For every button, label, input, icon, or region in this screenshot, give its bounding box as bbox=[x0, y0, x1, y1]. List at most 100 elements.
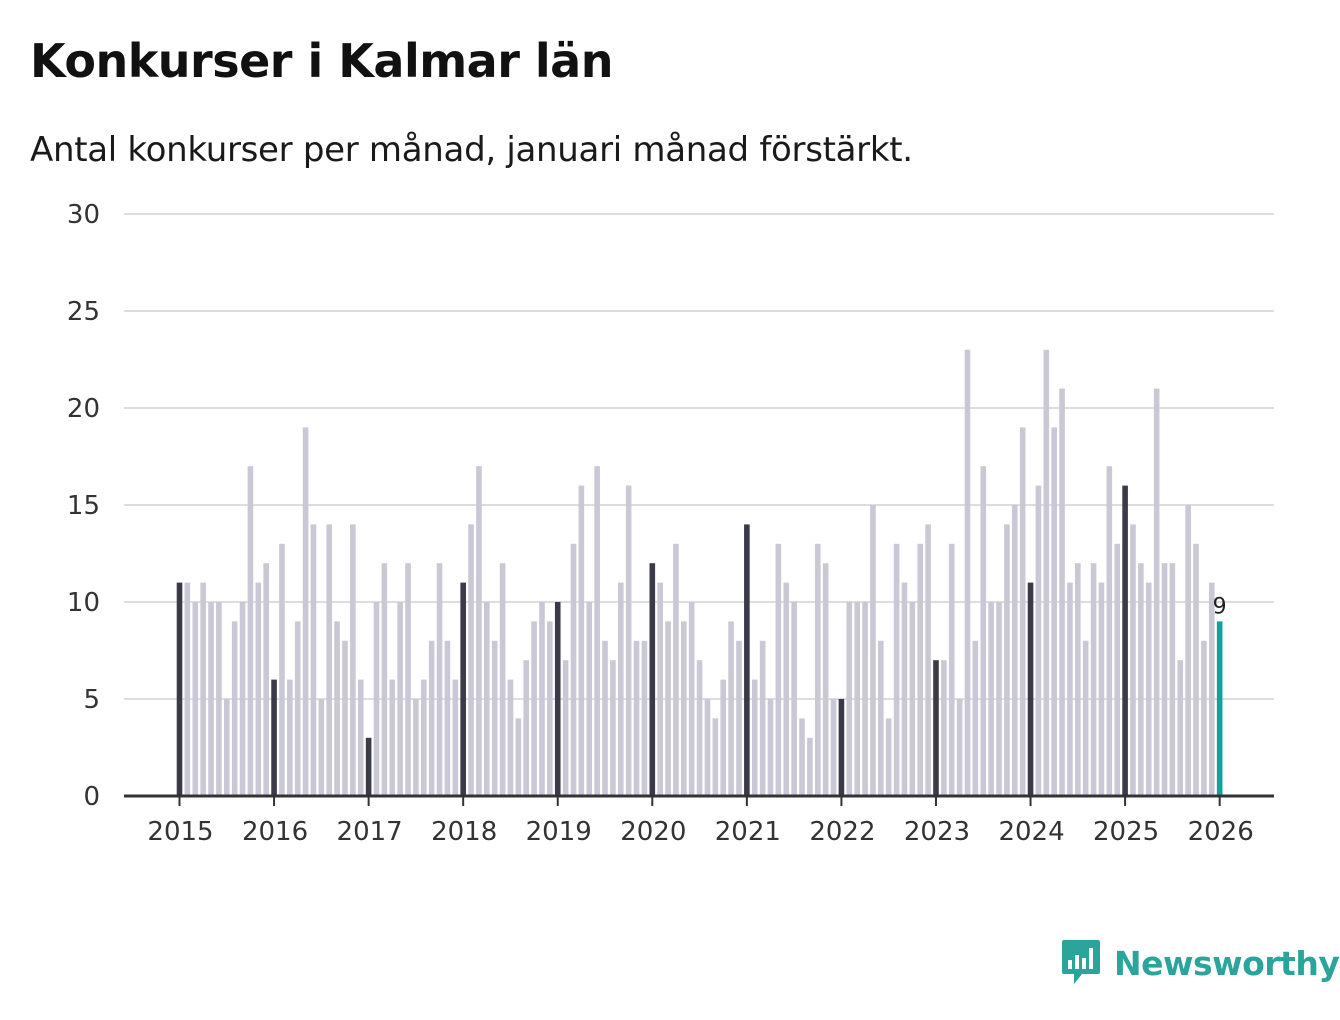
bar[interactable] bbox=[1208, 582, 1215, 796]
bar[interactable] bbox=[1082, 640, 1089, 796]
bar[interactable] bbox=[1075, 563, 1081, 796]
bar[interactable] bbox=[1106, 466, 1113, 796]
bar[interactable] bbox=[484, 602, 490, 796]
bar[interactable] bbox=[420, 679, 427, 796]
bar[interactable] bbox=[326, 524, 333, 796]
bar[interactable] bbox=[1067, 582, 1073, 796]
bar[interactable] bbox=[271, 679, 277, 796]
bar[interactable] bbox=[909, 602, 916, 796]
bar[interactable] bbox=[751, 679, 758, 796]
bar[interactable] bbox=[736, 640, 742, 796]
bar[interactable] bbox=[578, 485, 585, 796]
bar[interactable] bbox=[759, 640, 766, 796]
bar[interactable] bbox=[649, 563, 656, 796]
bar[interactable] bbox=[1161, 563, 1168, 796]
bar[interactable] bbox=[696, 660, 703, 796]
bar[interactable] bbox=[783, 582, 790, 796]
bar[interactable] bbox=[744, 524, 750, 796]
bar[interactable] bbox=[279, 543, 285, 796]
bar[interactable] bbox=[436, 563, 443, 796]
bar[interactable] bbox=[980, 466, 987, 796]
bar[interactable] bbox=[996, 602, 1002, 796]
bar[interactable] bbox=[357, 679, 364, 796]
bar[interactable] bbox=[1027, 582, 1034, 796]
brand-logo[interactable]: Newsworthy bbox=[1060, 938, 1340, 988]
bar[interactable] bbox=[192, 602, 199, 796]
bar[interactable] bbox=[539, 602, 545, 796]
bar[interactable] bbox=[570, 543, 577, 796]
bar[interactable] bbox=[523, 660, 530, 796]
bar[interactable] bbox=[594, 466, 600, 796]
bar[interactable] bbox=[413, 699, 419, 796]
bar[interactable] bbox=[223, 699, 230, 796]
bar[interactable] bbox=[948, 543, 955, 796]
bar[interactable] bbox=[775, 543, 782, 796]
bar[interactable] bbox=[216, 602, 222, 796]
bar[interactable] bbox=[712, 718, 719, 796]
bar[interactable] bbox=[1114, 543, 1121, 796]
bar[interactable] bbox=[657, 582, 663, 796]
bar[interactable] bbox=[531, 621, 537, 796]
bar[interactable] bbox=[365, 737, 372, 796]
bar[interactable] bbox=[491, 640, 498, 796]
bar[interactable] bbox=[1145, 582, 1152, 796]
bar[interactable] bbox=[791, 602, 797, 796]
bar[interactable] bbox=[239, 602, 246, 796]
bar[interactable] bbox=[263, 563, 269, 796]
bar[interactable] bbox=[287, 679, 293, 796]
bar[interactable] bbox=[507, 679, 514, 796]
bar[interactable] bbox=[704, 699, 711, 796]
bar[interactable] bbox=[1051, 427, 1057, 796]
bar[interactable] bbox=[334, 621, 340, 796]
bar[interactable] bbox=[862, 602, 868, 796]
bar[interactable] bbox=[720, 679, 727, 796]
bar[interactable] bbox=[838, 699, 845, 796]
bar[interactable] bbox=[444, 640, 451, 796]
bar[interactable] bbox=[633, 640, 640, 796]
bar[interactable] bbox=[200, 582, 206, 796]
bar[interactable] bbox=[255, 582, 262, 796]
bar[interactable] bbox=[673, 543, 679, 796]
bar[interactable] bbox=[302, 427, 309, 796]
bar[interactable] bbox=[933, 660, 939, 796]
bar[interactable] bbox=[562, 660, 569, 796]
bar[interactable] bbox=[972, 640, 979, 796]
bar[interactable] bbox=[1185, 505, 1191, 796]
bar[interactable] bbox=[515, 718, 522, 796]
bar[interactable] bbox=[1098, 582, 1105, 796]
bar[interactable] bbox=[586, 602, 593, 796]
bar[interactable] bbox=[964, 349, 971, 796]
bar[interactable] bbox=[870, 505, 876, 796]
bar[interactable] bbox=[247, 466, 254, 796]
bar[interactable] bbox=[318, 699, 325, 796]
bar[interactable] bbox=[641, 640, 648, 796]
bar[interactable] bbox=[1011, 505, 1018, 796]
bar[interactable] bbox=[1177, 660, 1184, 796]
bar[interactable] bbox=[1004, 524, 1010, 796]
bar[interactable] bbox=[231, 621, 238, 796]
bar[interactable] bbox=[688, 602, 695, 796]
bar[interactable] bbox=[1153, 388, 1160, 796]
bar[interactable] bbox=[342, 640, 348, 796]
bar[interactable] bbox=[956, 699, 963, 796]
bar[interactable] bbox=[1193, 543, 1199, 796]
bar[interactable] bbox=[617, 582, 624, 796]
bar[interactable] bbox=[547, 621, 553, 796]
bar[interactable] bbox=[460, 582, 466, 796]
bar[interactable] bbox=[476, 466, 482, 796]
bar[interactable] bbox=[893, 543, 900, 796]
bar[interactable] bbox=[885, 718, 892, 796]
bar[interactable] bbox=[373, 602, 380, 796]
bar[interactable] bbox=[1138, 563, 1144, 796]
bar[interactable] bbox=[554, 602, 561, 796]
bar[interactable] bbox=[625, 485, 632, 796]
bar[interactable] bbox=[1090, 563, 1097, 796]
bar[interactable] bbox=[350, 524, 356, 796]
bar[interactable] bbox=[878, 640, 884, 796]
bar[interactable] bbox=[1216, 621, 1223, 796]
bar[interactable] bbox=[1130, 524, 1136, 796]
bar[interactable] bbox=[925, 524, 931, 796]
bar[interactable] bbox=[799, 718, 805, 796]
bar[interactable] bbox=[767, 699, 774, 796]
bar[interactable] bbox=[1122, 485, 1128, 796]
